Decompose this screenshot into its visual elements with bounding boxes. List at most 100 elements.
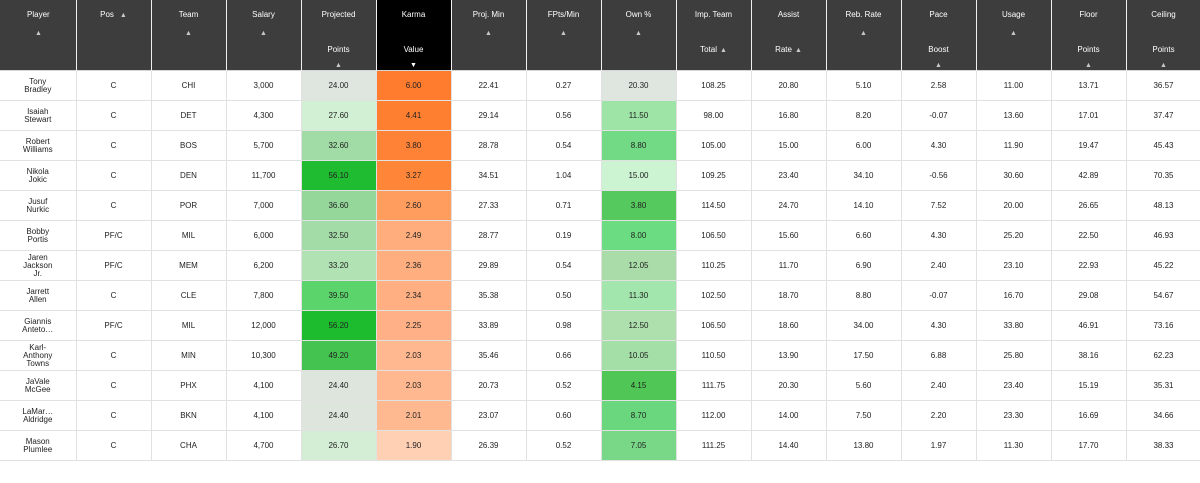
column-header-ceiling[interactable]: Ceiling Points ▲ — [1126, 0, 1200, 71]
cell-karma: 3.80 — [376, 130, 452, 161]
table-row[interactable]: Isaiah Stewart C DET 4,300 27.60 4.41 29.14 0.56… — [0, 100, 1200, 131]
cell-usage: 23.40 — [976, 370, 1052, 401]
cell-team: DET — [151, 100, 227, 131]
cell-imp_total: 114.50 — [676, 190, 752, 221]
sort-asc-icon[interactable]: ▲ — [860, 30, 867, 37]
column-header-label: Points — [1152, 45, 1175, 54]
table-row[interactable]: Jarrett Allen C CLE 7,800 39.50 2.34 35.38 0.50 1… — [0, 280, 1200, 311]
cell-karma: 2.03 — [376, 370, 452, 401]
sort-asc-icon[interactable]: ▲ — [1160, 62, 1167, 69]
cell-pos: PF/C — [76, 250, 152, 281]
column-header-pos[interactable]: Pos ▲ — [76, 0, 152, 71]
player-name-line: Isaiah — [27, 106, 49, 116]
column-header-proj_min[interactable]: Proj. Min ▲ — [451, 0, 527, 71]
table-row[interactable]: LaMar… Aldridge C BKN 4,100 24.40 2.01 23.07 0.6… — [0, 400, 1200, 431]
cell-pace_boost: 4.30 — [901, 130, 977, 161]
table-row[interactable]: Karl- Anthony Towns C MIN 10,300 49.20 2.03 35.4… — [0, 340, 1200, 371]
sort-asc-icon[interactable]: ▲ — [635, 30, 642, 37]
player-name-line: Anteto… — [22, 324, 54, 334]
table-row[interactable]: Jusuf Nurkic C POR 7,000 36.60 2.60 27.33 0.71 3.… — [0, 190, 1200, 221]
table-row[interactable]: Tony Bradley C CHI 3,000 24.00 6.00 22.41 0.27 20… — [0, 70, 1200, 101]
column-header-salary[interactable]: Salary ▲ — [226, 0, 302, 71]
cell-pace_boost: 7.52 — [901, 190, 977, 221]
cell-karma: 2.25 — [376, 310, 452, 341]
cell-karma: 6.00 — [376, 70, 452, 101]
cell-player: Bobby Portis — [0, 220, 77, 251]
sort-asc-icon[interactable]: ▲ — [1010, 30, 1017, 37]
column-header-fpts_min[interactable]: FPts/Min ▲ — [526, 0, 602, 71]
cell-fpts_min: 0.60 — [526, 400, 602, 431]
player-name-line: Towns — [26, 358, 50, 368]
cell-imp_total: 112.00 — [676, 400, 752, 431]
cell-usage: 11.90 — [976, 130, 1052, 161]
cell-fpts_min: 0.27 — [526, 70, 602, 101]
cell-assist_rate: 11.70 — [751, 250, 827, 281]
cell-own: 12.50 — [601, 310, 677, 341]
cell-karma: 4.41 — [376, 100, 452, 131]
sort-asc-icon[interactable]: ▲ — [560, 30, 567, 37]
sort-asc-icon[interactable]: ▲ — [485, 30, 492, 37]
cell-imp_total: 105.00 — [676, 130, 752, 161]
column-header-usage[interactable]: Usage ▲ — [976, 0, 1052, 71]
cell-assist_rate: 14.40 — [751, 430, 827, 461]
cell-team: MIL — [151, 310, 227, 341]
cell-ceiling: 45.43 — [1126, 130, 1200, 161]
cell-karma: 2.49 — [376, 220, 452, 251]
cell-ceiling: 46.93 — [1126, 220, 1200, 251]
table-row[interactable]: Giannis Anteto… PF/C MIL 12,000 56.20 2.25 33.8… — [0, 310, 1200, 341]
cell-player: Tony Bradley — [0, 70, 77, 101]
cell-fpts_min: 0.66 — [526, 340, 602, 371]
sort-asc-icon[interactable]: ▲ — [335, 62, 342, 69]
player-name-line: Portis — [27, 234, 48, 244]
column-header-assist_rate[interactable]: Assist Rate ▲ — [751, 0, 827, 71]
table-row[interactable]: Bobby Portis PF/C MIL 6,000 32.50 2.49 28.77 0.1… — [0, 220, 1200, 251]
cell-assist_rate: 15.00 — [751, 130, 827, 161]
table-row[interactable]: Mason Plumlee C CHA 4,700 26.70 1.90 26.39 0.52 7… — [0, 430, 1200, 461]
cell-proj_points: 36.60 — [301, 190, 377, 221]
sort-asc-icon[interactable]: ▲ — [260, 30, 267, 37]
cell-own: 15.00 — [601, 160, 677, 191]
sort-desc-icon[interactable]: ▼ — [410, 62, 417, 69]
column-header-floor[interactable]: Floor Points ▲ — [1051, 0, 1127, 71]
cell-proj_min: 35.46 — [451, 340, 527, 371]
player-name-line: McGee — [24, 384, 51, 394]
cell-pos: C — [76, 130, 152, 161]
column-header-own[interactable]: Own % ▲ — [601, 0, 677, 71]
cell-floor: 46.91 — [1051, 310, 1127, 341]
table-row[interactable]: Jaren Jackson Jr. PF/C MEM 6,200 33.20 2.36 29.8… — [0, 250, 1200, 281]
table-row[interactable]: JaVale McGee C PHX 4,100 24.40 2.03 20.73 0.52 4.… — [0, 370, 1200, 401]
cell-pos: C — [76, 160, 152, 191]
sort-asc-icon[interactable]: ▲ — [35, 30, 42, 37]
player-name-line: Aldridge — [23, 414, 53, 424]
cell-proj_points: 24.00 — [301, 70, 377, 101]
cell-karma: 2.01 — [376, 400, 452, 431]
column-header-karma[interactable]: Karma Value ▼ — [376, 0, 452, 71]
cell-salary: 5,700 — [226, 130, 302, 161]
table-row[interactable]: Nikola Jokic C DEN 11,700 56.10 3.27 34.51 1.04 1… — [0, 160, 1200, 191]
cell-usage: 30.60 — [976, 160, 1052, 191]
cell-proj_points: 32.60 — [301, 130, 377, 161]
sort-asc-icon[interactable]: ▲ — [1085, 62, 1092, 69]
column-header-label: Player — [27, 10, 50, 19]
column-header-team[interactable]: Team ▲ — [151, 0, 227, 71]
column-header-proj_points[interactable]: Projected Points ▲ — [301, 0, 377, 71]
cell-own: 11.30 — [601, 280, 677, 311]
cell-floor: 17.01 — [1051, 100, 1127, 131]
cell-salary: 3,000 — [226, 70, 302, 101]
cell-ceiling: 62.23 — [1126, 340, 1200, 371]
column-header-label: Points — [327, 45, 350, 54]
cell-usage: 23.10 — [976, 250, 1052, 281]
sort-asc-icon[interactable]: ▲ — [794, 47, 802, 54]
table-row[interactable]: Robert Williams C BOS 5,700 32.60 3.80 28.78 0.5… — [0, 130, 1200, 161]
cell-team: PHX — [151, 370, 227, 401]
sort-asc-icon[interactable]: ▲ — [185, 30, 192, 37]
column-header-imp_total[interactable]: Imp. Team Total ▲ — [676, 0, 752, 71]
column-header-player[interactable]: Player ▲ — [0, 0, 77, 71]
sort-asc-icon[interactable]: ▲ — [719, 47, 727, 54]
sort-asc-icon[interactable]: ▲ — [119, 12, 127, 19]
column-header-reb_rate[interactable]: Reb. Rate ▲ — [826, 0, 902, 71]
column-header-pace_boost[interactable]: Pace Boost ▲ — [901, 0, 977, 71]
cell-pace_boost: 1.97 — [901, 430, 977, 461]
cell-pace_boost: 2.40 — [901, 250, 977, 281]
sort-asc-icon[interactable]: ▲ — [935, 62, 942, 69]
